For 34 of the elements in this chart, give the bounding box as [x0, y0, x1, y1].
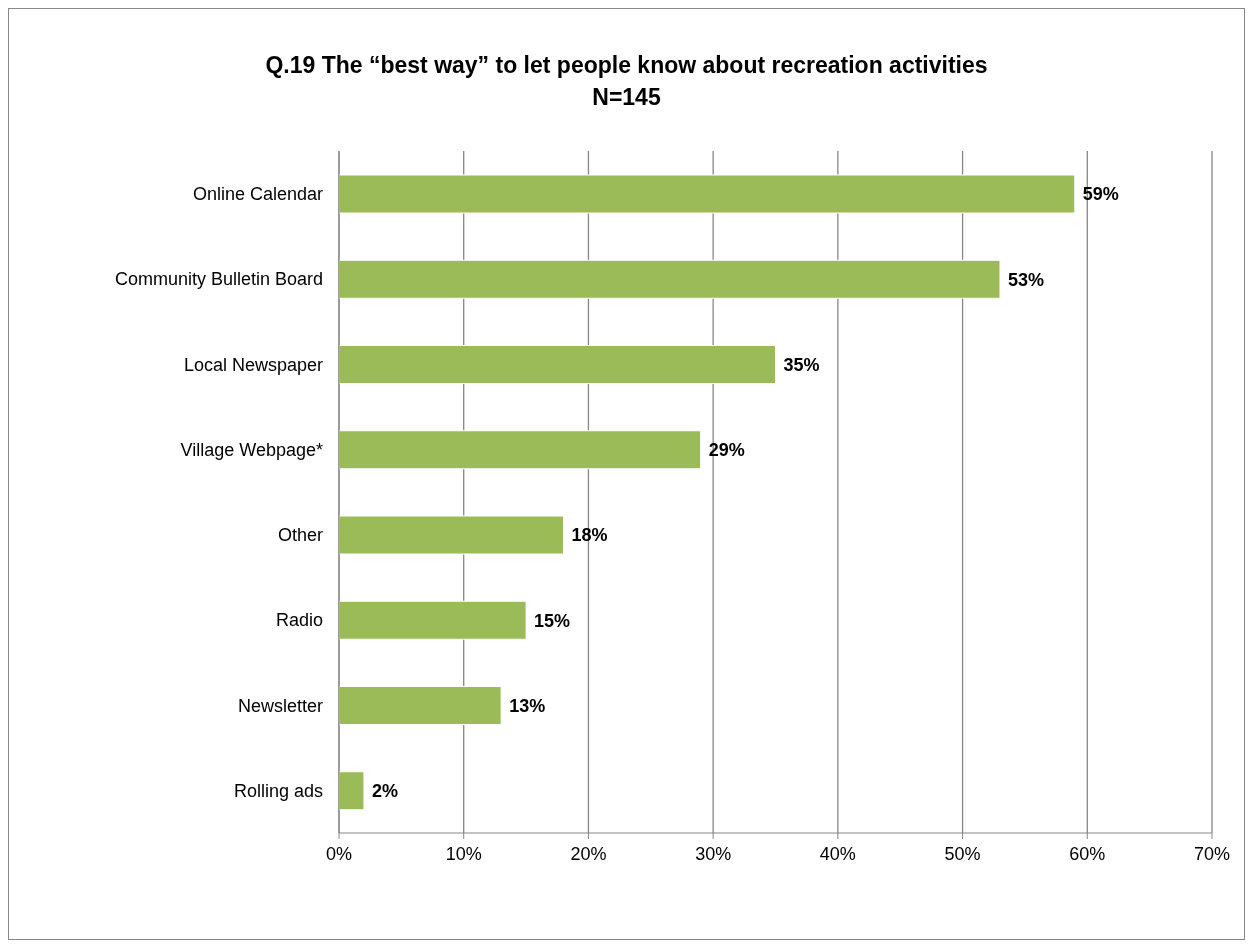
- y-tick-label: Radio: [275, 610, 323, 631]
- data-label: 59%: [1082, 184, 1119, 205]
- x-tick-label: 40%: [819, 843, 856, 864]
- data-label: 35%: [783, 354, 820, 375]
- y-tick-label: Other: [277, 525, 323, 546]
- bar: [339, 771, 365, 811]
- chart-title: Q.19 The “best way” to let people know about recreation activities: [264, 51, 989, 80]
- bar: [339, 430, 702, 470]
- x-tick-label: 70%: [1193, 843, 1231, 864]
- x-tick-label: 60%: [1069, 843, 1106, 864]
- y-tick-label: Online Calendar: [192, 184, 324, 205]
- y-tick-label: Local Newspaper: [183, 354, 324, 375]
- x-tick-label: 30%: [695, 843, 732, 864]
- x-tick-label: 20%: [570, 843, 607, 864]
- data-label: 2%: [371, 781, 398, 802]
- y-tick-label: Village Webpage*: [180, 439, 323, 460]
- y-tick-label: Newsletter: [237, 695, 323, 716]
- data-label: 53%: [1007, 269, 1045, 290]
- x-tick-label: 0%: [325, 843, 353, 864]
- y-tick-label: Community Bulletin Board: [114, 269, 323, 290]
- bar: [339, 174, 1076, 214]
- bar: [339, 515, 564, 555]
- x-tick-label: 10%: [445, 843, 482, 864]
- bar: [339, 259, 1001, 299]
- data-label: 18%: [571, 525, 608, 546]
- bar: [339, 600, 527, 640]
- x-tick-label: 50%: [944, 843, 981, 864]
- bar: [339, 686, 502, 725]
- bar: [339, 345, 776, 384]
- data-label: 13%: [509, 695, 546, 716]
- data-label: 29%: [708, 440, 745, 461]
- chart-subtitle: N=145: [591, 83, 662, 112]
- y-tick-label: Rolling ads: [233, 780, 323, 801]
- data-label: 15%: [534, 610, 571, 631]
